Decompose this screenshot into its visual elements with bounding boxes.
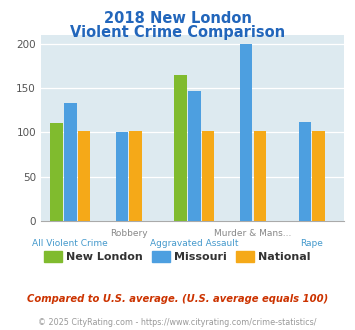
Bar [240, 45, 252, 221]
Text: Compared to U.S. average. (U.S. average equals 100): Compared to U.S. average. (U.S. average … [27, 294, 328, 304]
Bar [116, 132, 129, 221]
Text: © 2025 CityRating.com - https://www.cityrating.com/crime-statistics/: © 2025 CityRating.com - https://www.city… [38, 318, 317, 327]
Legend: New London, Missouri, National: New London, Missouri, National [40, 247, 315, 267]
Text: All Violent Crime: All Violent Crime [32, 239, 108, 248]
Text: Rape: Rape [300, 239, 323, 248]
Bar [188, 90, 201, 221]
Bar [50, 123, 63, 221]
Bar [312, 131, 325, 221]
Bar [202, 131, 214, 221]
Text: Aggravated Assault: Aggravated Assault [150, 239, 239, 248]
Bar [253, 131, 266, 221]
Bar [64, 103, 77, 221]
Bar [130, 131, 142, 221]
Text: Murder & Mans...: Murder & Mans... [214, 229, 292, 238]
Text: Violent Crime Comparison: Violent Crime Comparison [70, 25, 285, 40]
Bar [78, 131, 90, 221]
Text: Robbery: Robbery [110, 229, 148, 238]
Bar [174, 75, 187, 221]
Text: 2018 New London: 2018 New London [104, 11, 251, 25]
Bar [299, 122, 311, 221]
